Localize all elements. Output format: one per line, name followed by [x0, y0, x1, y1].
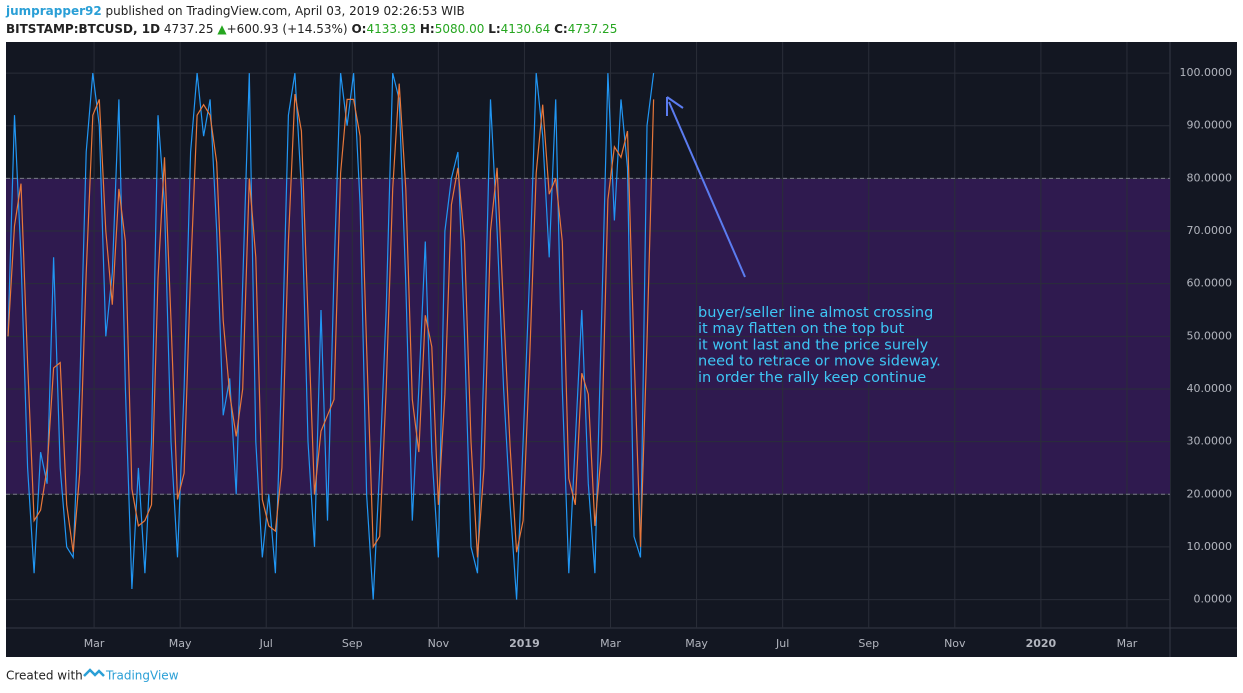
- arrow: [668, 101, 746, 278]
- series-line: [7, 72, 655, 600]
- change: +600.93 (+14.53%): [226, 22, 348, 36]
- ohlc-value: 5080.00: [434, 22, 485, 36]
- annotation: need to retrace or move sideway.: [698, 354, 941, 370]
- header-line1: jumprapper92 published on TradingView.co…: [6, 4, 465, 18]
- annotation: buyer/seller line almost crossing: [698, 305, 933, 321]
- y-tick-label: 60.0000: [1187, 277, 1233, 290]
- x-tick-label: 2020: [1026, 637, 1057, 650]
- y-tick-label: 70.0000: [1187, 224, 1233, 237]
- y-tick-label: 100.0000: [1180, 66, 1233, 79]
- annotation: in order the rally keep continue: [698, 370, 926, 386]
- x-tick-label: Nov: [428, 637, 450, 650]
- x-tick-label: Sep: [342, 637, 363, 650]
- x-tick-label: Sep: [858, 637, 879, 650]
- ohlc-value: 4130.64: [500, 22, 551, 36]
- ohlc-key: L:: [488, 22, 501, 36]
- ohlc-value: 4133.93: [366, 22, 417, 36]
- up-arrow: ▲: [217, 22, 227, 36]
- x-tick-label: Jul: [775, 637, 789, 650]
- y-tick-label: 20.0000: [1187, 487, 1233, 500]
- y-tick-label: 10.0000: [1187, 540, 1233, 553]
- x-tick-label: May: [169, 637, 192, 650]
- ohlc-value: 4737.25: [567, 22, 618, 36]
- symbol: BITSTAMP:BTCUSD, 1D: [6, 22, 161, 36]
- x-tick-label: Mar: [600, 637, 621, 650]
- logo: [83, 668, 105, 677]
- x-tick-label: Jul: [259, 637, 273, 650]
- arrow-head: [666, 96, 684, 116]
- y-tick-label: 0.0000: [1194, 593, 1233, 606]
- header-line2: BITSTAMP:BTCUSD, 1D 4737.25 ▲+600.93 (+1…: [6, 22, 617, 36]
- y-tick-label: 40.0000: [1187, 382, 1233, 395]
- ohlc-key: O:: [351, 22, 367, 36]
- y-tick-label: 90.0000: [1187, 119, 1233, 132]
- footer-created: Created with: [6, 669, 83, 683]
- annotation: it wont last and the price surely: [698, 337, 929, 353]
- author[interactable]: jumprapper92: [6, 4, 102, 18]
- last: 4737.25: [163, 22, 214, 36]
- x-tick-label: Nov: [944, 637, 966, 650]
- ohlc-key: H:: [419, 22, 435, 36]
- footer-brand[interactable]: TradingView: [105, 669, 179, 683]
- y-tick-label: 30.0000: [1187, 435, 1233, 448]
- x-tick-label: May: [685, 637, 708, 650]
- ohlc-key: C:: [554, 22, 568, 36]
- series-line: [7, 83, 655, 558]
- published: published on TradingView.com, April 03, …: [105, 4, 465, 18]
- x-tick-label: Mar: [84, 637, 105, 650]
- x-tick-label: Mar: [1117, 637, 1138, 650]
- y-tick-label: 50.0000: [1187, 329, 1233, 342]
- y-tick-label: 80.0000: [1187, 171, 1233, 184]
- x-tick-label: 2019: [509, 637, 540, 650]
- annotation: it may flatten on the top but: [698, 321, 904, 337]
